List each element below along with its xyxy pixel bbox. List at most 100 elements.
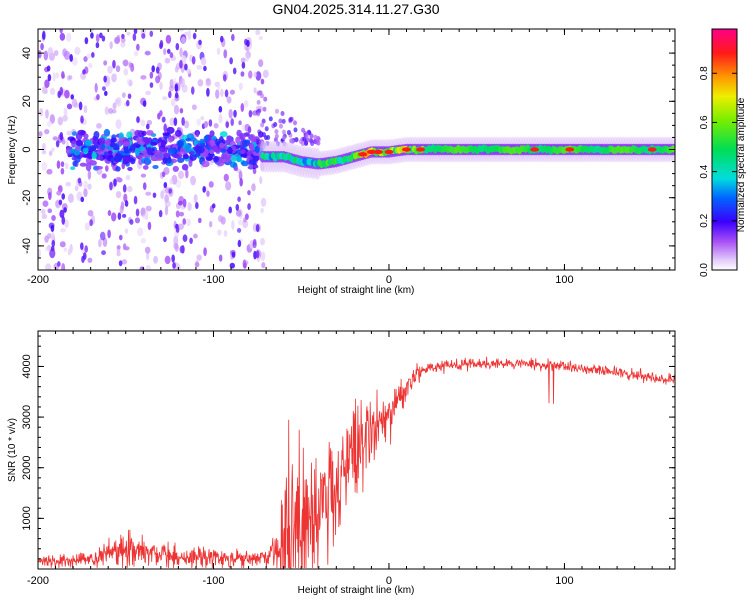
- spectrogram-noise-speckle: [220, 216, 226, 225]
- spectrogram-noise-speckle: [158, 210, 163, 218]
- spectrogram-noise-speckle: [70, 94, 75, 100]
- spectrogram-noise-speckle: [161, 171, 166, 178]
- spectrogram-noise-band: [75, 132, 83, 141]
- spectrogram-noise-band: [229, 161, 237, 168]
- spectrogram-noise-speckle: [203, 247, 207, 257]
- spectrogram-noise-speckle: [47, 232, 52, 239]
- spectrogram-noise-speckle: [50, 245, 55, 252]
- spectrogram-noise-speckle: [159, 42, 163, 50]
- spectrogram-noise-speckle: [293, 127, 298, 133]
- spectrogram-noise-speckle: [256, 90, 261, 96]
- spectrogram-noise-speckle: [181, 84, 188, 93]
- spectrogram-noise-speckle: [145, 191, 152, 196]
- spectrogram-noise-speckle: [71, 98, 78, 108]
- colorbar-ticks: 0.0 0.2 0.4 0.6 0.8: [699, 66, 737, 277]
- spectrogram-noise-speckle: [60, 167, 65, 175]
- spectrogram-noise-speckle: [120, 41, 126, 48]
- spectrogram-noise-speckle: [128, 79, 133, 87]
- figure-title: GN04.2025.314.11.27.G30: [272, 1, 439, 17]
- spectrogram-noise-band: [84, 139, 93, 146]
- spectrogram-noise-speckle: [252, 167, 257, 175]
- spectrogram-noise-speckle: [63, 247, 68, 252]
- spectrogram-noise-speckle: [91, 52, 95, 58]
- spectrogram-noise-speckle: [280, 110, 285, 116]
- spectrogram-noise-speckle: [84, 37, 89, 45]
- spectrogram-noise-speckle: [69, 54, 73, 62]
- spectrogram-noise-speckle: [246, 39, 250, 47]
- spectrogram-noise-speckle: [179, 59, 183, 69]
- spectrogram-noise-speckle: [206, 190, 210, 197]
- spectrogram-x-tick-label: -100: [202, 274, 224, 286]
- spectrogram-noise-speckle: [152, 192, 157, 198]
- spectrogram-noise-speckle: [122, 59, 129, 67]
- spectrogram-noise-speckle: [118, 260, 123, 267]
- spectrogram-noise-speckle: [243, 262, 247, 269]
- spectrogram-noise-speckle: [149, 30, 154, 37]
- spectrogram-noise-speckle: [309, 138, 314, 144]
- spectrogram-noise-speckle: [240, 57, 246, 64]
- spectrogram-noise-speckle: [86, 53, 92, 59]
- colorbar-label: Normalized spectral amplitude: [736, 97, 747, 232]
- spectrogram-noise-speckle: [186, 218, 191, 227]
- spectrogram-noise-band: [248, 159, 256, 166]
- snr-frame: [37, 330, 676, 570]
- snr-x-axis: -200 -100 0 100: [27, 331, 671, 587]
- spectrogram-noise-band: [221, 158, 230, 163]
- snr-panel: -200 -100 0 100 1000 2000 3000 4000 Height of …: [7, 330, 676, 596]
- spectrogram-noise-speckle: [74, 46, 81, 55]
- spectrogram-noise-band: [257, 131, 264, 138]
- spectrogram-noise-band: [162, 132, 170, 136]
- spectrogram-noise-speckle: [111, 73, 117, 83]
- spectrogram-noise-speckle: [251, 183, 256, 192]
- spectrogram-noise-speckle: [142, 214, 147, 220]
- spectrogram-noise-speckle: [281, 129, 286, 135]
- colorbar-tick-label: 0.4: [699, 164, 710, 178]
- spectrogram-noise-speckle: [174, 83, 179, 92]
- spectrogram-noise-speckle: [192, 32, 197, 40]
- spectrogram-noise-speckle: [153, 255, 159, 264]
- spectrogram-noise-speckle: [61, 139, 66, 145]
- spectrogram-noise-speckle: [137, 227, 144, 237]
- spectrogram-noise-speckle: [182, 198, 187, 208]
- spectrogram-noise-speckle: [218, 254, 223, 262]
- spectrogram-noise-speckle: [136, 116, 140, 123]
- spectrogram-noise-speckle: [242, 220, 249, 229]
- spectrogram-noise-speckle: [98, 239, 102, 248]
- spectrogram-noise-band: [88, 146, 97, 152]
- spectrogram-noise-band: [199, 138, 205, 144]
- spectrogram-noise-band: [115, 166, 121, 172]
- spectrogram-noise-speckle: [223, 74, 227, 82]
- spectrogram-noise-speckle: [185, 168, 189, 179]
- spectrogram-noise-speckle: [146, 251, 150, 261]
- spectrogram-noise-speckle: [247, 126, 252, 134]
- spectrogram-noise-speckle: [191, 56, 196, 65]
- spectrogram-noise-speckle: [260, 78, 265, 85]
- spectrogram-noise-speckle: [255, 224, 260, 232]
- spectrogram-noise-speckle: [78, 101, 83, 111]
- spectrogram-noise-speckle: [105, 75, 110, 85]
- snr-y-tick-label: 4000: [21, 354, 33, 378]
- spectrogram-noise-speckle: [147, 221, 152, 231]
- spectrogram-noise-speckle: [61, 262, 66, 270]
- spectrogram-noise-band: [137, 140, 145, 145]
- spectrogram-noise-band: [91, 151, 97, 160]
- spectrogram-noise-speckle: [223, 49, 228, 59]
- spectrogram-x-tick-label: -200: [27, 274, 49, 286]
- spectrogram-noise-speckle: [59, 131, 64, 141]
- snr-x-tick-label: -100: [202, 575, 224, 587]
- spectrogram-noise-speckle: [94, 83, 98, 93]
- spectrogram-noise-speckle: [191, 104, 197, 110]
- spectrogram-noise-speckle: [240, 103, 245, 112]
- spectrogram-noise-speckle: [225, 181, 232, 191]
- spectrogram-noise-speckle: [105, 165, 109, 172]
- spectrogram-noise-speckle: [294, 136, 299, 142]
- spectrogram-noise-speckle: [145, 123, 150, 130]
- spectrogram-noise-speckle: [55, 140, 60, 148]
- spectrogram-noise-band: [220, 148, 227, 153]
- snr-x-label: Height of straight line (km): [298, 585, 415, 596]
- spectrogram-noise-speckle: [126, 31, 131, 36]
- spectrogram-noise-speckle: [217, 81, 221, 91]
- spectrogram-noise-band: [103, 128, 111, 137]
- spectrogram-noise-speckle: [205, 81, 212, 87]
